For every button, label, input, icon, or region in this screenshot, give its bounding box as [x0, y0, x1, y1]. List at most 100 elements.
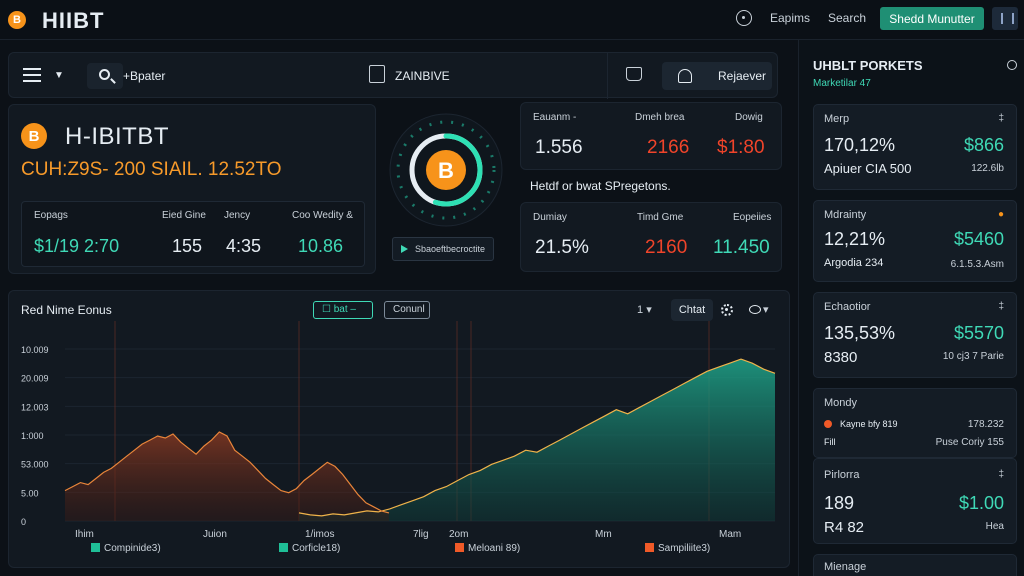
legend-label-3: Sampiliite3)	[658, 543, 711, 554]
chart-mode-button[interactable]: Chtat	[671, 299, 713, 321]
legend-label-2: Meloani 89)	[468, 543, 521, 554]
menu-icon[interactable]	[23, 68, 41, 82]
x-tick-label: Mam	[719, 529, 741, 540]
market-card-label: Mdrainty	[824, 209, 867, 221]
legend-item-0[interactable]: Compinide3)	[91, 543, 161, 554]
toolbar-actions: Rejaever	[607, 53, 779, 99]
x-tick-label: 7lig	[413, 529, 429, 540]
price-panel-top: Eauanm - 1.556 Dmeh brea 2166 Dowig $1:8…	[520, 102, 782, 170]
stat-value-1: 155	[172, 236, 203, 256]
market-card-price: $1.00	[958, 493, 1004, 513]
clock-icon[interactable]	[736, 10, 752, 26]
legend-item-1[interactable]: Corficle18)	[279, 543, 340, 554]
alert-dot-icon	[824, 420, 832, 428]
legend-swatch-0	[91, 543, 100, 552]
price-label-1: Dmeh brea	[635, 112, 685, 123]
center-label[interactable]: ZAINBIVE	[395, 69, 450, 83]
price-label-3: Dumiay	[533, 212, 567, 223]
market-card-price: $866	[963, 135, 1004, 155]
market-card-change: 170,12%	[824, 135, 896, 155]
legend-swatch-3	[645, 543, 654, 552]
gauge-bitcoin-glyph: B	[438, 158, 454, 183]
price-chart[interactable]: 10.009 20.009 12.003 1:000 53.000 5.00 0 Ihim Ju…	[9, 291, 791, 569]
legend-item-3[interactable]: Sampiliite3)	[645, 543, 710, 554]
market-card-row-label: Kayne bfy 819	[840, 419, 898, 429]
stat-value-3: 10.86	[298, 236, 344, 256]
price-panel-bottom: Dumiay 21.5% Timd Gme 2160 Eopeiies 11.4…	[520, 202, 782, 272]
status-icon[interactable]	[1007, 60, 1017, 70]
nav-link-0[interactable]: Eapims	[770, 11, 811, 25]
nav-label[interactable]: +Bpater	[123, 69, 166, 83]
range-select-value: 1	[637, 304, 644, 316]
app-title: HIIBT	[42, 8, 105, 33]
asset-subtitle: CUH:Z9S- 200 SIAIL. 12.52TO	[21, 159, 282, 180]
legend-item-2[interactable]: Meloani 89)	[455, 543, 520, 554]
basket-icon[interactable]	[626, 67, 642, 81]
sidebar-title: UHBLT PORKETS	[813, 58, 923, 73]
price-value-0: 1.556	[535, 137, 583, 158]
market-card-sub: 8380	[824, 349, 858, 366]
y-tick-label: 53.000	[21, 460, 49, 470]
x-tick-label: Ihim	[75, 529, 94, 540]
market-card-row-value: Puse Coriy 155	[935, 437, 1004, 448]
x-tick-label: Juion	[203, 529, 227, 540]
market-card-change: 189	[824, 493, 855, 513]
asset-stats: Eopags $1/19 2:70 Eied Gine 155 Jency 4:…	[21, 201, 365, 267]
market-card-label: Merp	[824, 113, 850, 125]
market-card-label: Pirlorra	[824, 469, 860, 481]
legend-label-1: Corficle18)	[292, 543, 341, 554]
sidebar-subtitle: Marketilar 47	[813, 78, 871, 89]
market-card-2[interactable]: Echaotior ‡ 135,53% $5570 8380 10 cj3 7 …	[813, 292, 1017, 378]
stat-label-3: Coo Wedity &	[292, 210, 353, 221]
market-card-price: $5570	[953, 323, 1004, 343]
market-card-3[interactable]: Mondy Kayne bfy 819 178.232 Fill Puse Co…	[813, 388, 1017, 458]
nav-link-search[interactable]: Search	[828, 11, 867, 25]
chevron-down-icon[interactable]: ▼	[54, 70, 64, 81]
x-tick-label: 2om	[449, 529, 468, 540]
gauge-level-arc	[409, 133, 483, 207]
bitcoin-logo-icon: B	[8, 11, 26, 29]
primary-cta-button[interactable]: Shedd Munutter	[880, 7, 984, 30]
receive-button-label: Rejaever	[718, 69, 767, 83]
x-tick-label: Mm	[595, 529, 612, 540]
chart-type-toggle[interactable]: ☐ bat –	[313, 301, 373, 319]
market-card-menu-icon[interactable]: ‡	[998, 301, 1004, 312]
gear-icon[interactable]	[721, 304, 733, 316]
market-card-meta: 122.6lb	[971, 163, 1004, 174]
range-select[interactable]: 1 ▾	[637, 303, 652, 316]
bitcoin-icon: B	[21, 123, 47, 149]
eye-icon[interactable]	[749, 305, 761, 314]
market-card-5[interactable]: Mienage	[813, 554, 1017, 576]
top-bar: B HIIBT Eapims Search Shedd Munutter	[0, 0, 1024, 40]
market-card-menu-icon[interactable]: ‡	[998, 469, 1004, 480]
receive-button[interactable]: Rejaever	[662, 62, 772, 90]
market-card-label: Echaotior	[824, 301, 871, 313]
search-icon	[99, 69, 110, 80]
market-card-sub: Apiuer CIA 500	[824, 161, 912, 176]
stat-value-0: $1/19 2:70	[34, 236, 120, 256]
chart-compare-button[interactable]: Conunl	[384, 301, 430, 319]
wallet-icon[interactable]	[369, 65, 385, 83]
account-icon[interactable]	[992, 7, 1018, 30]
price-value-2: $1:80	[717, 137, 765, 158]
prices-caption: Hetdf or bwat SPregetons.	[530, 179, 671, 193]
chevron-down-icon: ▾	[646, 304, 652, 316]
stream-button[interactable]: Sbaoeftbecroctite	[392, 237, 494, 261]
y-tick-label: 20.009	[21, 374, 49, 384]
market-card-change: 12,21%	[824, 229, 886, 249]
stat-label-2: Jency	[224, 210, 251, 221]
receive-icon	[678, 69, 692, 83]
asset-overview: B H-IBITBT CUH:Z9S- 200 SIAIL. 12.52TO E…	[8, 104, 376, 274]
market-card-sub: R4 82	[824, 519, 865, 536]
market-card-0[interactable]: Merp ‡ 170,12% $866 Apiuer CIA 500 122.6…	[813, 104, 1017, 190]
market-card-label: Mondy	[824, 397, 858, 409]
stream-button-label: Sbaoeftbecroctite	[415, 244, 486, 254]
price-label-2: Dowig	[735, 112, 763, 123]
chevron-down-icon[interactable]: ▾	[763, 304, 769, 316]
market-card-4[interactable]: Pirlorra ‡ 189 $1.00 R4 82 Hea	[813, 458, 1017, 544]
market-card-row-1: Fill	[824, 437, 836, 447]
market-card-1[interactable]: Mdrainty ● 12,21% $5460 Argodia 234 6.1.…	[813, 200, 1017, 282]
asset-name: H-IBITBT	[65, 123, 169, 150]
search-button[interactable]	[87, 63, 123, 89]
market-card-menu-icon[interactable]: ‡	[998, 113, 1004, 124]
